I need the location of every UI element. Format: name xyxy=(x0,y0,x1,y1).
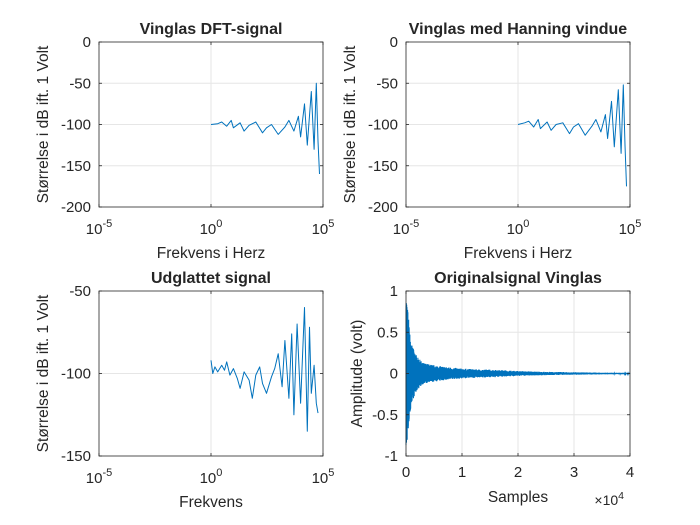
tick-labels: 0 1 2 3 4 1 0.5 0 -0.5 -1 xyxy=(372,283,634,481)
x-axis-label: Frekvens i Herz xyxy=(464,245,573,262)
x-tick-label: 10-5 xyxy=(86,467,112,487)
subplot-originalsignal: 0 1 2 3 410.50-0.5-1 Originalsignal Vinglas … xyxy=(349,270,634,508)
plot-area xyxy=(210,82,320,175)
y-tick-label: 0 xyxy=(83,34,91,51)
y-tick-label: 0.5 xyxy=(377,324,398,341)
x-tick-label: 100 xyxy=(200,218,223,238)
y-axis-label: Størrelse i dB ift. 1 Volt xyxy=(35,294,52,452)
chart-title: Vinglas DFT-signal xyxy=(140,21,283,38)
y-tick-label: -0.5 xyxy=(372,407,398,424)
x-tick-label: 105 xyxy=(312,467,335,487)
subplot-vinglas-hanning: 10-5 100 105 0 -50 -100 -150 -200 Vinglas med H… xyxy=(342,21,641,262)
x-tick-label: 100 xyxy=(200,467,223,487)
y-axis-label: Størrelse i dB ift. 1 Volt xyxy=(342,45,359,203)
y-tick-label: -150 xyxy=(61,448,91,465)
y-tick-label: -50 xyxy=(69,283,91,300)
series-line xyxy=(210,82,320,175)
x-axis-label: Samples xyxy=(488,489,549,506)
tick-labels: 10-5 100 105 0 -50 -100 -150 -200 xyxy=(368,34,641,238)
y-tick-label: 0 xyxy=(390,366,398,383)
y-tick-label: -50 xyxy=(69,75,91,92)
chart-title: Originalsignal Vinglas xyxy=(434,270,602,287)
series-line xyxy=(210,307,319,432)
x-axis-multiplier: ×104 xyxy=(594,490,624,508)
y-tick-label: -100 xyxy=(368,117,398,134)
y-tick-label: -200 xyxy=(368,199,398,216)
plot-area xyxy=(517,84,627,187)
y-tick-label: -1 xyxy=(385,448,398,465)
y-tick-label: -150 xyxy=(368,158,398,175)
x-axis-label: Frekvens i Herz xyxy=(157,245,266,262)
y-tick-label: -100 xyxy=(61,117,91,134)
series-line xyxy=(517,84,627,187)
x-tick-label: 10-5 xyxy=(86,218,112,238)
x-tick-label: 1 xyxy=(458,464,466,481)
chart-title: Udglattet signal xyxy=(151,270,271,287)
x-axis-label: Frekvens xyxy=(179,494,243,511)
x-tick-label: 105 xyxy=(312,218,335,238)
subplot-vinglas-dft: 10-5 100 105 0 -50 -100 -150 -200 Vinglas DFT-s… xyxy=(35,21,334,262)
y-tick-label: -100 xyxy=(61,366,91,383)
y-tick-label: -200 xyxy=(61,199,91,216)
y-axis-label: Størrelse i dB ift. 1 Volt xyxy=(35,45,52,203)
y-tick-label: -150 xyxy=(61,158,91,175)
y-tick-label: 1 xyxy=(390,283,398,300)
y-axis-label: Amplitude (volt) xyxy=(349,320,366,428)
x-tick-label: 105 xyxy=(619,218,642,238)
plot-area xyxy=(210,307,319,432)
x-tick-label: 0 xyxy=(402,464,410,481)
chart-title: Vinglas med Hanning vindue xyxy=(409,21,628,38)
x-tick-label: 2 xyxy=(514,464,522,481)
tick-labels: 10-5 100 105 0 -50 -100 -150 -200 xyxy=(61,34,334,238)
x-tick-label: 4 xyxy=(626,464,634,481)
x-tick-label: 10-5 xyxy=(393,218,419,238)
subplot-udglattet: 10-5 100 105 -50 -100 -150 Udglattet signal F… xyxy=(35,270,334,511)
grid-lines xyxy=(99,291,323,456)
x-tick-label: 3 xyxy=(570,464,578,481)
plot-area xyxy=(405,302,631,446)
y-tick-label: -50 xyxy=(376,75,398,92)
tick-labels: 10-5 100 105 -50 -100 -150 xyxy=(61,283,334,487)
y-tick-label: 0 xyxy=(390,34,398,51)
signal-waveform xyxy=(405,302,631,446)
x-tick-label: 100 xyxy=(507,218,530,238)
